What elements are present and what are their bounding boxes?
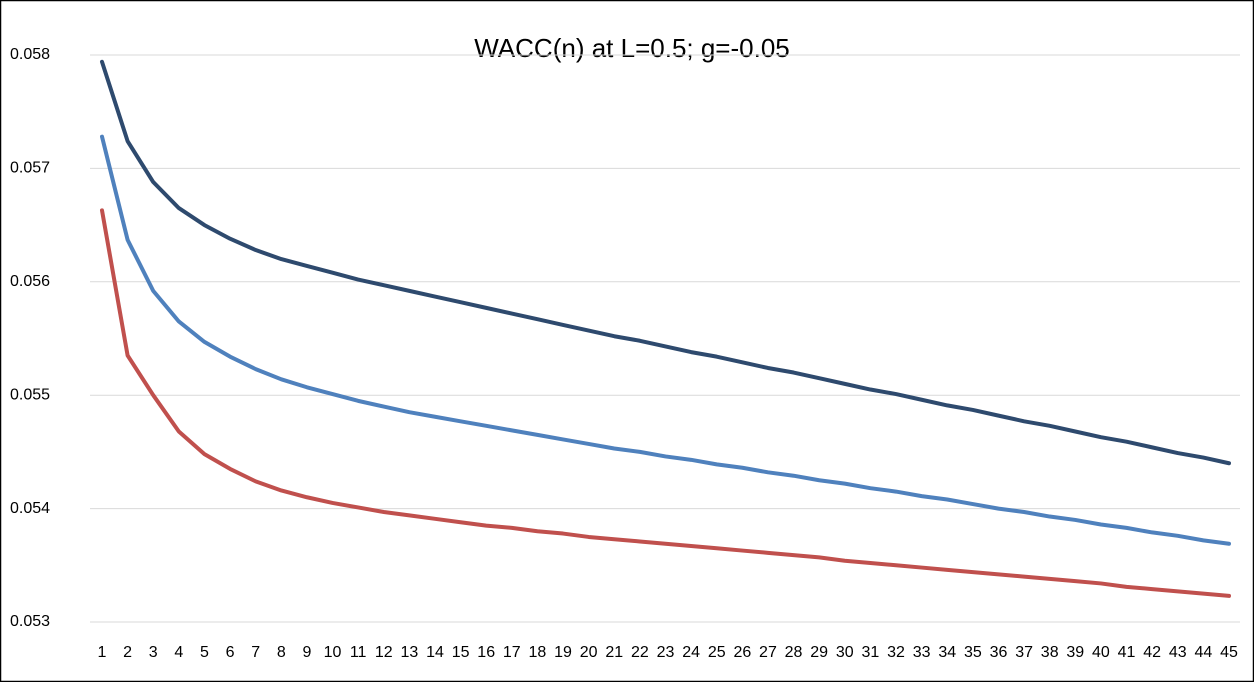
x-tick-label: 29 <box>810 644 828 661</box>
y-tick-label: 0.056 <box>10 273 50 290</box>
y-tick-label: 0.054 <box>10 500 50 517</box>
x-tick-label: 44 <box>1194 644 1212 661</box>
x-tick-label: 3 <box>149 644 158 661</box>
chart-title: WACC(n) at L=0.5; g=-0.05 <box>474 33 790 63</box>
x-tick-label: 7 <box>251 644 260 661</box>
x-tick-label: 27 <box>759 644 777 661</box>
x-tick-label: 41 <box>1118 644 1136 661</box>
x-tick-label: 43 <box>1169 644 1187 661</box>
x-tick-label: 19 <box>554 644 572 661</box>
x-tick-label: 12 <box>375 644 393 661</box>
x-tick-label: 22 <box>631 644 649 661</box>
x-tick-label: 14 <box>426 644 444 661</box>
series-line <box>100 59 1231 466</box>
x-tick-label: 9 <box>302 644 311 661</box>
x-tick-label: 23 <box>657 644 675 661</box>
x-tick-label: 18 <box>529 644 547 661</box>
x-tick-label: 5 <box>200 644 209 661</box>
y-tick-label: 0.055 <box>10 386 50 403</box>
x-tick-label: 11 <box>350 644 367 661</box>
x-tick-label: 16 <box>477 644 495 661</box>
y-tick-label: 0.057 <box>10 160 50 177</box>
x-tick-label: 36 <box>990 644 1008 661</box>
x-tick-label: 40 <box>1092 644 1110 661</box>
x-tick-label: 25 <box>708 644 726 661</box>
x-tick-label: 37 <box>1015 644 1033 661</box>
x-tick-label: 26 <box>733 644 751 661</box>
series-line <box>100 134 1231 546</box>
x-tick-label: 32 <box>887 644 905 661</box>
x-tick-label: 28 <box>785 644 803 661</box>
x-tick-label: 34 <box>938 644 956 661</box>
x-tick-label: 35 <box>964 644 982 661</box>
x-tick-label: 10 <box>324 644 342 661</box>
x-tick-label: 39 <box>1066 644 1084 661</box>
x-tick-label: 33 <box>913 644 931 661</box>
x-tick-label: 4 <box>174 644 183 661</box>
series-line <box>100 208 1231 598</box>
y-tick-label: 0.053 <box>10 613 50 630</box>
x-tick-label: 17 <box>503 644 521 661</box>
x-tick-label: 13 <box>400 644 418 661</box>
x-tick-label: 21 <box>605 644 623 661</box>
x-tick-label: 38 <box>1041 644 1059 661</box>
x-tick-label: 8 <box>277 644 286 661</box>
x-tick-label: 1 <box>98 644 107 661</box>
x-tick-label: 20 <box>580 644 598 661</box>
x-tick-label: 31 <box>862 644 880 661</box>
x-tick-label: 2 <box>123 644 132 661</box>
y-tick-label: 0.058 <box>10 46 50 63</box>
x-tick-label: 24 <box>682 644 700 661</box>
x-tick-label: 6 <box>226 644 235 661</box>
x-tick-label: 45 <box>1220 644 1238 661</box>
x-tick-label: 42 <box>1143 644 1161 661</box>
x-tick-label: 30 <box>836 644 854 661</box>
x-tick-label: 15 <box>452 644 470 661</box>
